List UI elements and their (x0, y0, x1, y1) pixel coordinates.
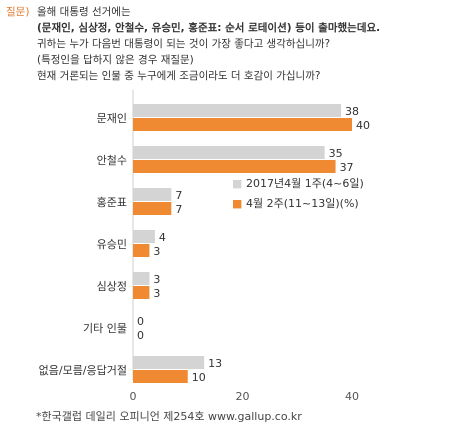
data-label: 4 (159, 231, 166, 244)
legend-label: 2017년4월 1주(4~6일) (246, 176, 364, 190)
source-footer: *한국갤럽 데일리 오피니언 제254호 www.gallup.co.kr (36, 410, 302, 423)
category-label: 심상정 (97, 280, 127, 293)
x-tick-label: 20 (236, 390, 250, 403)
legend-label: 4월 2주(11~13일)(%) (246, 196, 359, 210)
data-label: 35 (329, 147, 343, 160)
category-label: 유승민 (97, 238, 127, 251)
question-line-2: (문재인, 심상정, 안철수, 유승민, 홍준표: 순서 로테이션) 등이 출마… (37, 22, 381, 34)
bar (133, 244, 150, 257)
bar (133, 118, 352, 131)
data-label: 13 (208, 357, 222, 370)
question-line-1: 올해 대통령 선거에는 (37, 6, 131, 18)
data-label: 37 (340, 161, 354, 174)
data-label: 0 (137, 315, 144, 328)
question-line-4: (특정인을 답하지 않은 경우 재질문) (37, 54, 194, 66)
legend-marker: ■ (232, 177, 242, 190)
question-line-5: 현재 거론되는 인물 중 누구에게 조금이라도 더 호감이 가십니까? (37, 70, 321, 82)
bar (133, 286, 150, 299)
bar (133, 188, 172, 201)
bar (133, 356, 205, 369)
question-line-3: 귀하는 누가 다음번 대통령이 되는 것이 가장 좋다고 생각하십니까? (37, 38, 331, 50)
data-label: 3 (153, 273, 160, 286)
legend-marker: ■ (232, 197, 242, 210)
bar (133, 146, 325, 159)
bar (133, 160, 336, 173)
data-label: 7 (175, 203, 182, 216)
x-tick-label: 0 (130, 390, 137, 403)
category-label: 안철수 (97, 154, 127, 167)
question-label: 질문) (6, 6, 30, 18)
data-label: 40 (356, 119, 370, 132)
x-tick-label: 40 (345, 390, 359, 403)
data-label: 10 (192, 371, 206, 384)
bar (133, 202, 172, 215)
data-label: 3 (153, 287, 160, 300)
data-label: 38 (345, 105, 359, 118)
data-label: 0 (137, 329, 144, 342)
data-label: 7 (175, 189, 182, 202)
bar (133, 370, 188, 383)
category-label: 기타 인물 (83, 322, 127, 335)
category-label: 홍준표 (97, 195, 127, 209)
bar (133, 230, 155, 243)
bar (133, 104, 342, 117)
data-label: 3 (153, 245, 160, 258)
bar (133, 272, 150, 285)
category-label: 문재인 (97, 112, 127, 125)
category-label: 없음/모름/응답거절 (39, 364, 127, 377)
